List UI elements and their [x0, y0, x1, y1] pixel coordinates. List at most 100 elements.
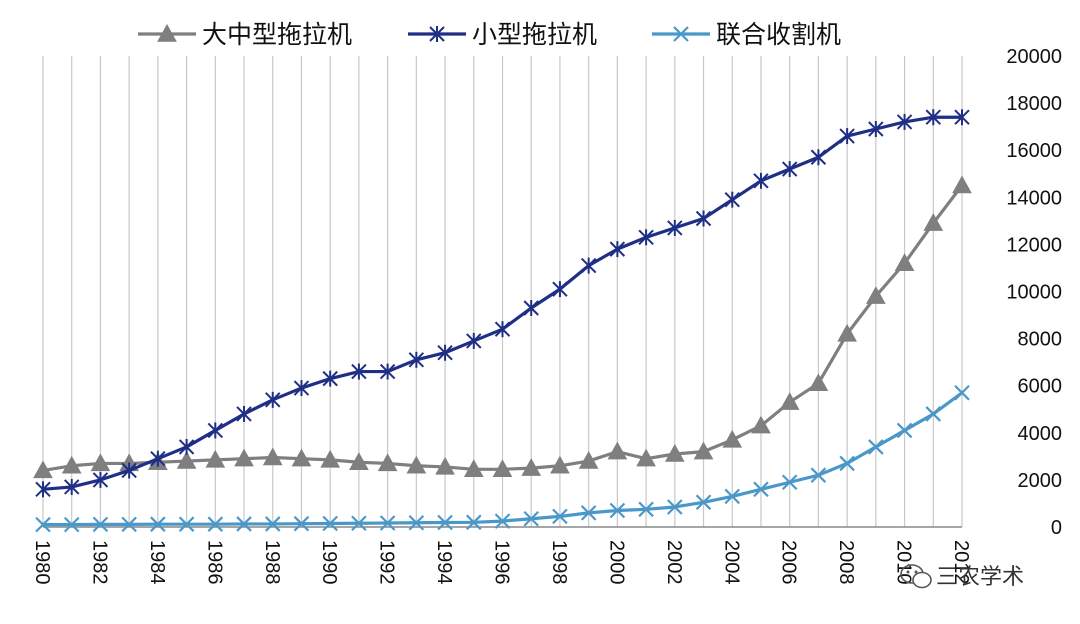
- x-tick-label-2008: 2008: [835, 540, 857, 585]
- point-2-1990: [322, 515, 338, 532]
- point-1-1999: [580, 257, 597, 274]
- point-2-1989: [293, 515, 310, 532]
- legend-label-2: 联合收割机: [716, 20, 841, 49]
- point-0-1989: [291, 448, 312, 467]
- point-1-2012: [954, 109, 970, 126]
- y-axis-tick-labels: 0 2000 4000 6000 8000 10000 12000 14000 16000 180…: [1006, 46, 1062, 539]
- point-2-1992: [379, 515, 396, 531]
- point-1-1986: [207, 422, 224, 439]
- y-tick-label-0: 0: [1051, 517, 1062, 539]
- watermark-text: 三农学术: [936, 565, 1024, 590]
- x-tick-label-1982: 1982: [88, 540, 110, 585]
- point-1-1987: [236, 405, 252, 422]
- x-tick-label-2004: 2004: [720, 540, 742, 585]
- x-tick-label-1986: 1986: [203, 540, 225, 585]
- series-1: [35, 109, 970, 498]
- legend: 大中型拖拉机 小型拖拉机 联合收割机: [138, 20, 841, 49]
- point-2-1991: [351, 515, 367, 532]
- legend-label-1: 小型拖拉机: [472, 20, 597, 49]
- x-tick-label-2010: 2010: [893, 540, 915, 585]
- point-0-1999: [578, 451, 599, 469]
- watermark: 三农学术: [900, 564, 1024, 590]
- point-0-2004: [722, 429, 743, 448]
- point-2-2002: [667, 499, 683, 515]
- y-tick-label-16000: 16000: [1006, 140, 1062, 162]
- x-tick-label-2006: 2006: [778, 540, 800, 585]
- point-0-1985: [176, 451, 197, 469]
- point-0-1982: [90, 453, 111, 472]
- x-tick-label-1996: 1996: [491, 540, 513, 585]
- vertical-gridlines: [42, 56, 963, 527]
- point-2-2005: [753, 481, 769, 498]
- point-2-2001: [638, 501, 654, 518]
- x-tick-label-1980: 1980: [31, 540, 53, 585]
- point-2-1993: [408, 514, 425, 531]
- point-0-1992: [377, 453, 398, 472]
- y-tick-label-6000: 6000: [1018, 376, 1063, 398]
- point-0-1996: [492, 459, 513, 478]
- wechat-icon: [900, 564, 932, 589]
- point-0-1988: [262, 447, 283, 466]
- point-2-1982: [92, 516, 109, 533]
- point-2-1995: [466, 514, 482, 531]
- point-0-1986: [205, 449, 226, 468]
- point-2-1985: [178, 516, 195, 532]
- point-1-1995: [466, 332, 482, 349]
- series-lines: [33, 109, 972, 533]
- point-2-1996: [494, 513, 511, 529]
- point-0-2009: [865, 286, 886, 304]
- point-2-2004: [724, 488, 741, 505]
- legend-marker-2: [673, 26, 689, 42]
- point-0-1997: [521, 458, 542, 476]
- point-2-1998: [552, 508, 568, 525]
- point-0-2005: [751, 415, 771, 434]
- point-2-1980: [35, 516, 51, 533]
- point-2-2011: [925, 406, 942, 422]
- y-tick-label-14000: 14000: [1006, 187, 1062, 209]
- legend-marker-0: [157, 23, 177, 42]
- point-1-1981: [64, 478, 80, 495]
- point-1-2001: [638, 229, 654, 246]
- point-0-2003: [693, 441, 714, 460]
- point-2-2000: [609, 502, 626, 519]
- point-2-1999: [580, 505, 597, 521]
- point-0-2008: [837, 323, 857, 342]
- point-2-2006: [781, 474, 798, 491]
- point-2-2008: [839, 455, 855, 472]
- point-2-2003: [695, 494, 712, 511]
- point-1-1992: [379, 363, 396, 380]
- point-0-1980: [33, 460, 53, 479]
- x-tick-label-2002: 2002: [663, 540, 685, 585]
- point-1-1985: [178, 438, 195, 455]
- point-1-1990: [322, 370, 338, 387]
- point-1-1980: [35, 481, 51, 498]
- point-2-1984: [150, 516, 166, 532]
- point-1-2008: [839, 128, 855, 145]
- y-tick-label-18000: 18000: [1006, 93, 1062, 115]
- y-tick-label-20000: 20000: [1006, 46, 1062, 68]
- point-1-1994: [437, 344, 453, 361]
- point-1-1982: [92, 471, 109, 488]
- point-2-1981: [63, 516, 80, 533]
- point-1-2006: [781, 161, 798, 178]
- legend-item-0: 大中型拖拉机: [138, 20, 352, 49]
- point-0-2001: [636, 448, 656, 467]
- point-0-2006: [779, 392, 800, 410]
- x-tick-label-1984: 1984: [146, 540, 168, 585]
- y-tick-label-4000: 4000: [1018, 423, 1063, 445]
- point-1-2010: [896, 113, 913, 130]
- point-2-2010: [896, 422, 913, 439]
- point-2-2009: [868, 439, 884, 455]
- x-tick-label-1988: 1988: [261, 540, 283, 585]
- point-2-1997: [523, 510, 539, 527]
- point-0-1991: [349, 452, 369, 470]
- point-1-1998: [552, 281, 568, 298]
- point-0-2000: [607, 441, 628, 460]
- legend-label-0: 大中型拖拉机: [202, 20, 352, 49]
- point-0-1993: [406, 455, 427, 474]
- point-0-1998: [550, 455, 570, 474]
- point-1-2007: [810, 149, 827, 166]
- point-1-2004: [724, 191, 740, 208]
- x-tick-label-2012: 2012: [950, 540, 972, 585]
